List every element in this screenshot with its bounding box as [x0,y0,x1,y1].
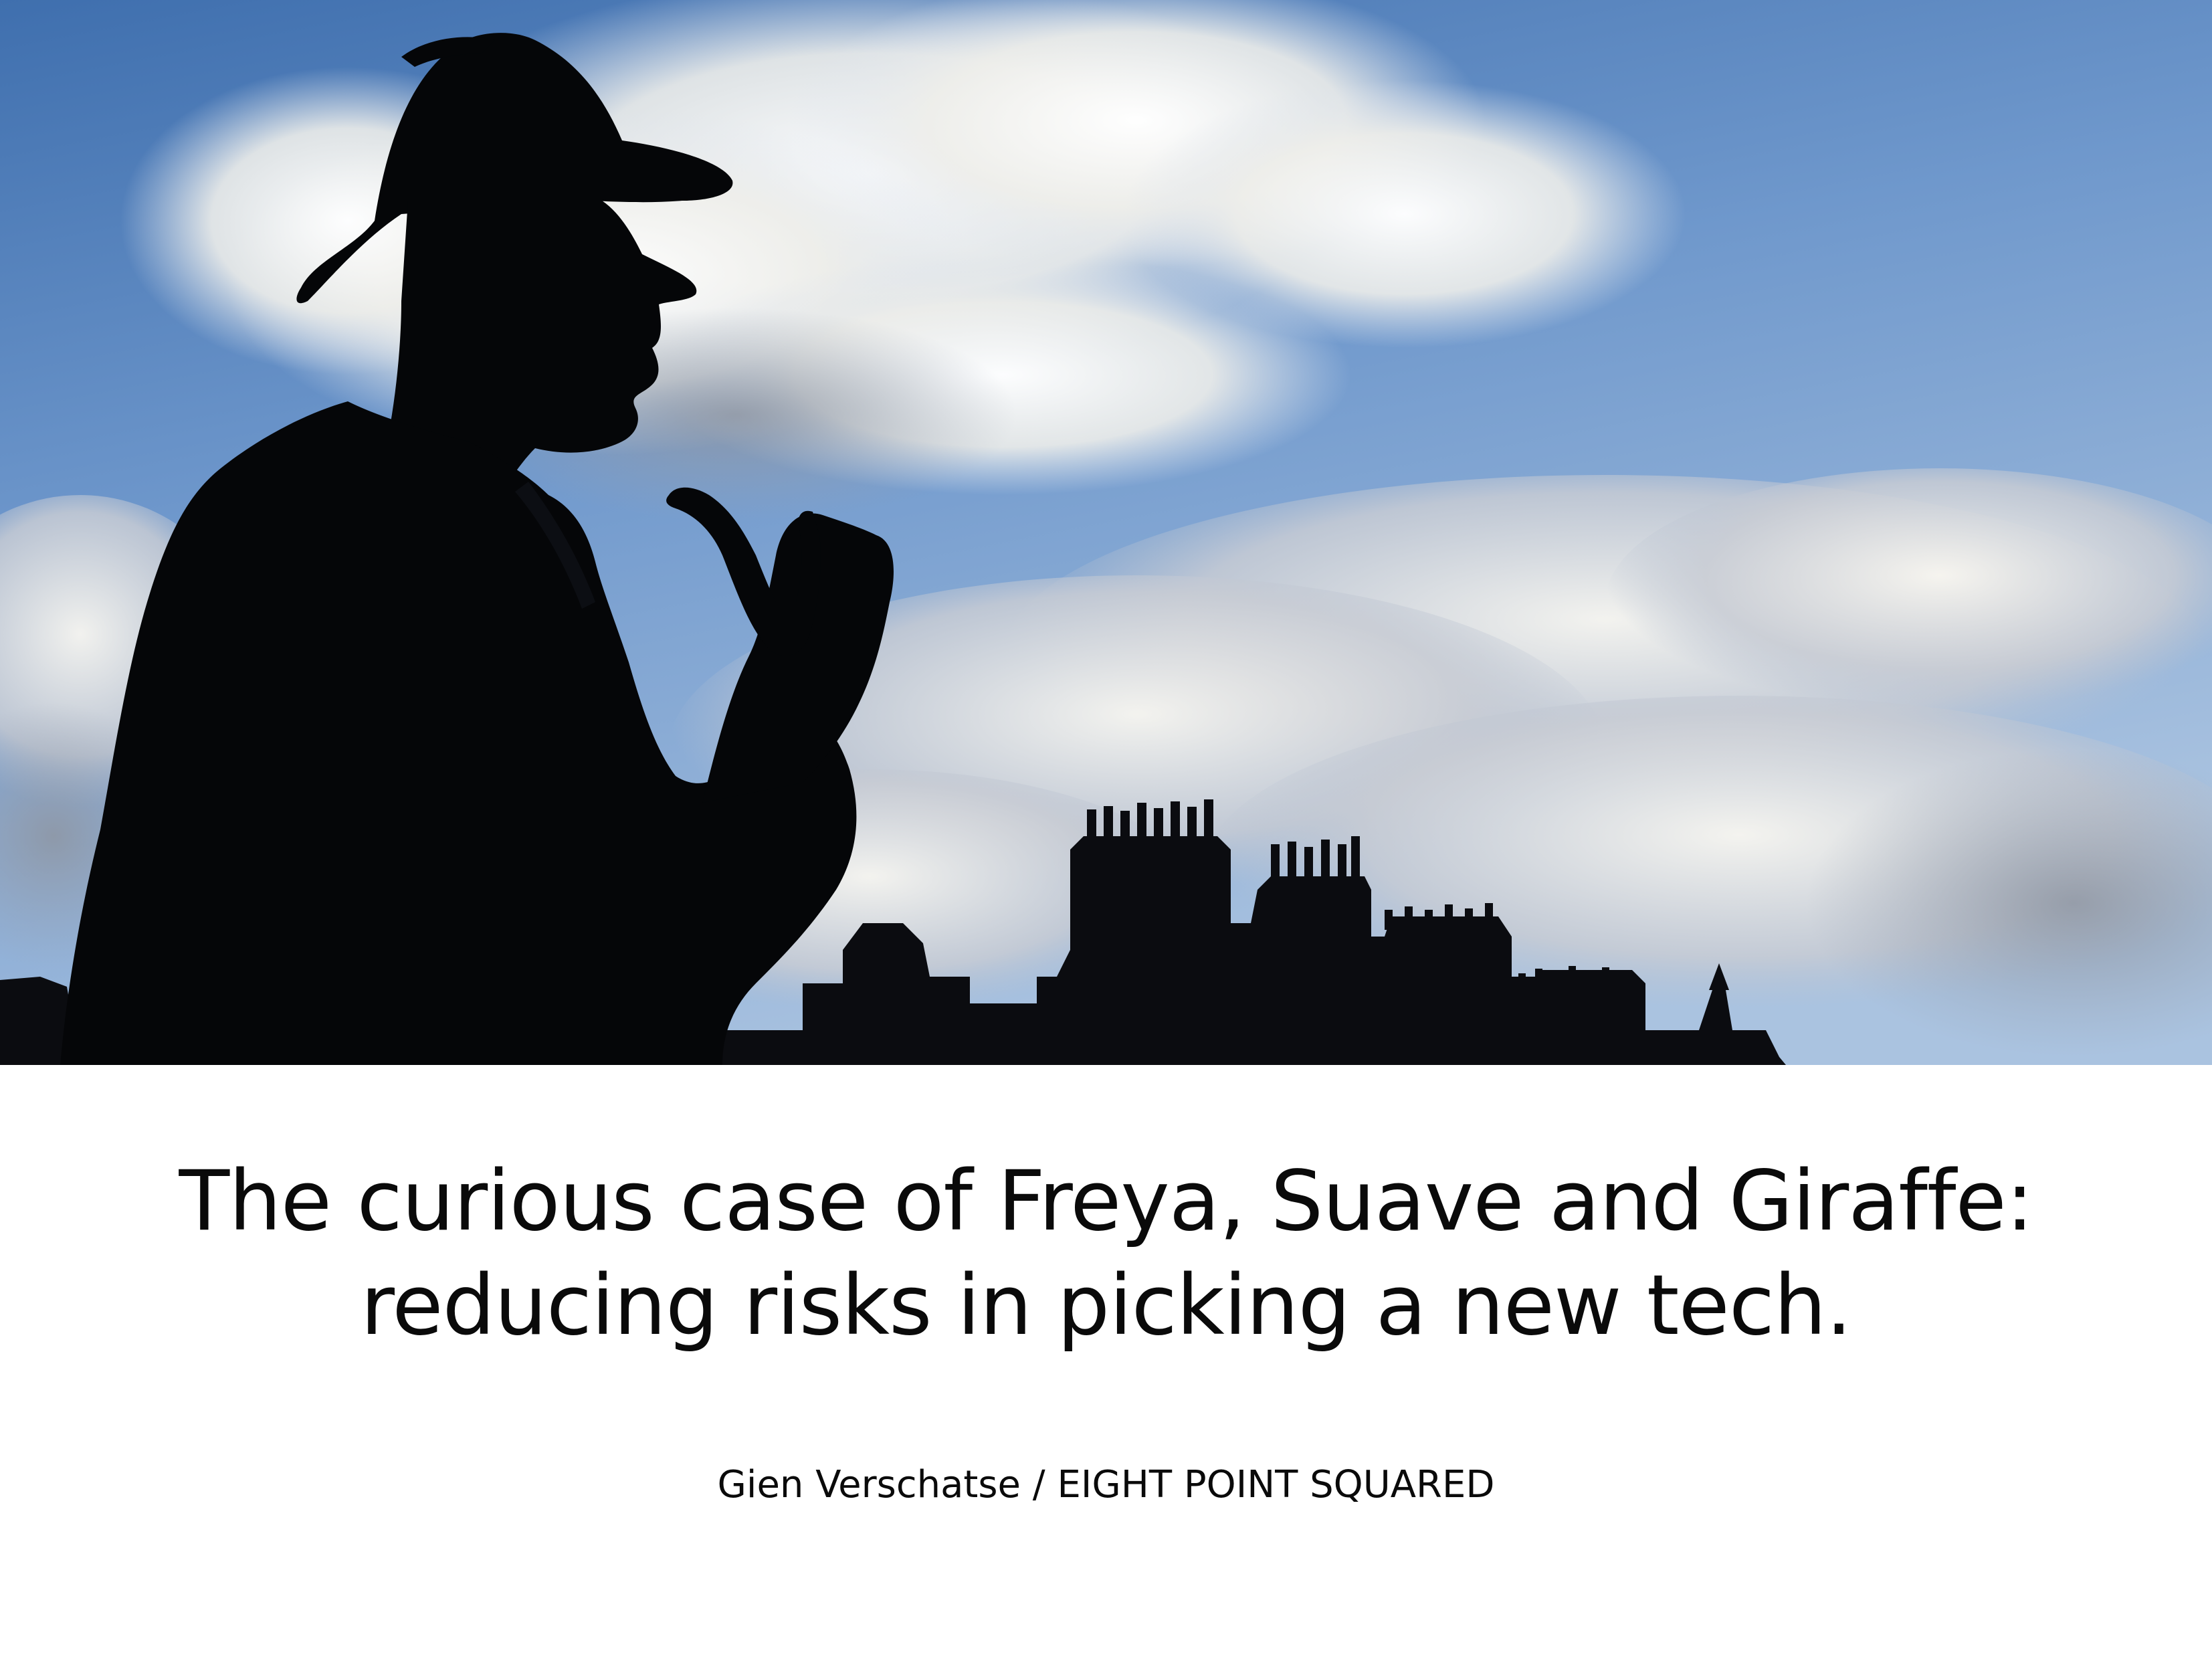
author-byline: Gien Verschatse / EIGHT POINT SQUARED [717,1463,1495,1506]
detective-silhouette [60,33,894,1065]
rooftops-silhouette [0,799,1786,1065]
slide-title: The curious case of Freya, Suave and Gir… [0,1149,2212,1358]
hero-photo-illustration [0,0,2212,1065]
slide-title-line-2: reducing risks in picking a new tech. [360,1258,1852,1354]
slide-title-line-1: The curious case of Freya, Suave and Gir… [179,1153,2033,1250]
hero-photo [0,0,2212,1065]
